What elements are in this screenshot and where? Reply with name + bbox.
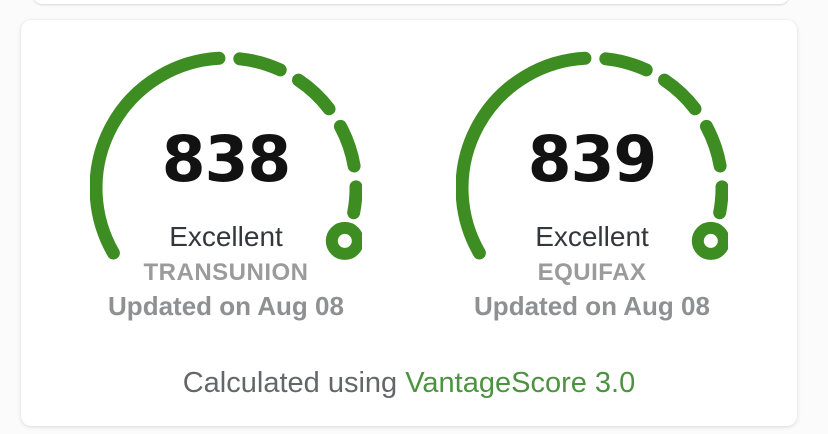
gauges-row: 838 Excellent TRANSUNION Updated on Aug … (21, 20, 797, 322)
gauge-equifax[interactable]: 839 Excellent EQUIFAX Updated on Aug 08 (456, 50, 728, 322)
gauge-arc-path (90, 51, 362, 260)
updated-date: Updated on Aug 08 (108, 291, 344, 321)
score-value: 839 (527, 123, 658, 196)
footer-note: Calculated using VantageScore 3.0 (21, 366, 797, 400)
updated-date: Updated on Aug 08 (474, 291, 710, 321)
vantagescore-link[interactable]: VantageScore 3.0 (405, 367, 636, 399)
gauge-transunion[interactable]: 838 Excellent TRANSUNION Updated on Aug … (90, 50, 362, 322)
score-rating: Excellent (169, 221, 283, 252)
gauge-end-marker-icon (691, 221, 728, 260)
credit-scores-card: 838 Excellent TRANSUNION Updated on Aug … (21, 20, 797, 426)
gauge-end-marker-icon (325, 221, 362, 260)
score-value: 838 (161, 123, 292, 196)
footer-text: Calculated using (182, 367, 398, 399)
score-gauge-arc (90, 51, 362, 260)
score-rating: Excellent (535, 221, 649, 252)
score-gauge-arc (456, 51, 728, 260)
previous-card-bottom-edge (33, 0, 789, 4)
bureau-name: EQUIFAX (537, 259, 647, 286)
gauge-arc-path (456, 51, 728, 260)
bureau-name: TRANSUNION (143, 259, 309, 286)
